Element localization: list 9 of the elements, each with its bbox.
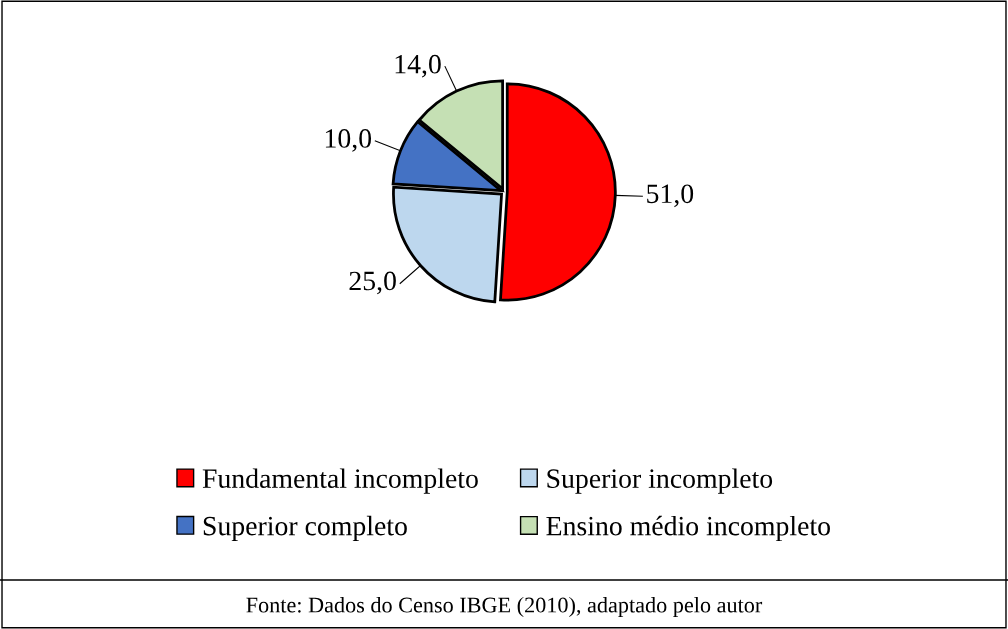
source-note: Fonte: Dados do Censo IBGE (2010), adaptado pelo autor [246, 596, 763, 618]
data-label: 25,0 [349, 271, 396, 295]
data-label: 51,0 [647, 184, 694, 208]
legend-label: Superior incompleto [547, 468, 773, 494]
data-label: 10,0 [325, 129, 372, 152]
legend-label: Ensino médio incompleto [546, 515, 830, 542]
legend-label: Fundamental incompleto [202, 468, 478, 494]
legend-label: Superior completo [203, 515, 407, 542]
data-label: 14,0 [395, 54, 441, 78]
